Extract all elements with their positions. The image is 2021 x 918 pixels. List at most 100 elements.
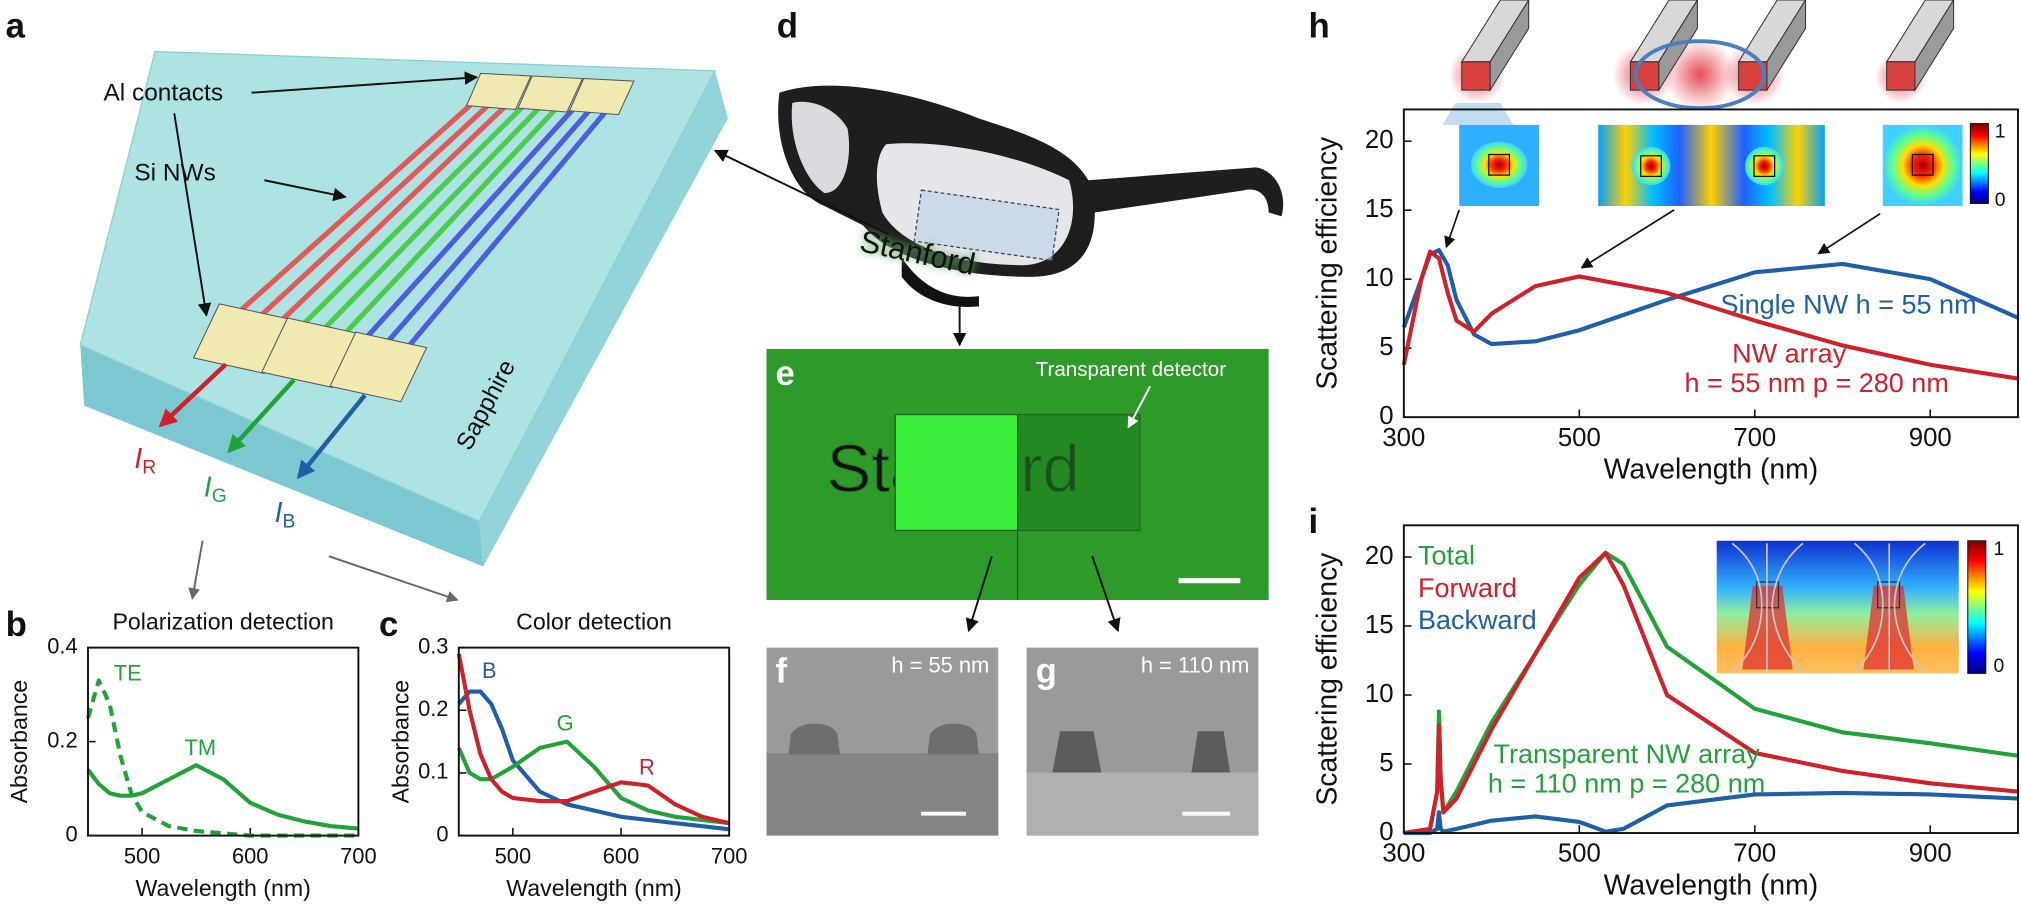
current-label: IG [204, 472, 227, 507]
nanowire [400, 103, 613, 356]
series-label: G [557, 711, 574, 736]
y-tick-label: 0.3 [418, 633, 448, 658]
field-map [1470, 141, 1528, 188]
panel-label: e [776, 355, 795, 393]
panel-label: a [6, 8, 26, 46]
pointer [173, 113, 212, 317]
subscript: R [142, 458, 156, 479]
sem-f-substrate [766, 753, 999, 836]
series-label: B [482, 658, 497, 683]
current-arrow [227, 378, 296, 454]
nanowire [378, 101, 598, 352]
series-line [86, 678, 359, 838]
pointer [188, 540, 204, 600]
contact-pad [465, 72, 532, 110]
annotation: h = 110 nm [1141, 653, 1249, 678]
x-tick-label: 500 [495, 843, 532, 868]
series-label: Total [1418, 541, 1475, 571]
y-tick-label: 20 [1365, 542, 1394, 570]
plot-frame [457, 646, 731, 837]
current-arrow [158, 362, 228, 428]
y-tick-label: 20 [1365, 126, 1394, 154]
bright-area [894, 413, 1019, 532]
nanowire [294, 94, 536, 334]
series-label: Backward [1418, 605, 1537, 635]
rod-end [1886, 61, 1916, 91]
series-line [1401, 249, 2019, 381]
symbol: I [134, 443, 142, 475]
nanowires [230, 88, 613, 356]
contact-pad [192, 303, 291, 374]
substrate-side [479, 70, 728, 567]
contact-pad [517, 75, 584, 113]
frame [901, 257, 979, 307]
series-label: TE [114, 660, 142, 685]
annotation: Transparent detector [1036, 358, 1227, 381]
subscript: B [283, 512, 296, 533]
pointer [1444, 209, 1460, 249]
symbol: I [204, 472, 212, 504]
beam [1442, 103, 1514, 125]
chart-title: Color detection [516, 608, 672, 634]
colorbar-label: 0 [1995, 190, 2006, 211]
colorbar [1967, 540, 1987, 674]
x-tick-label: 300 [1382, 840, 1425, 868]
subscript: G [212, 486, 227, 507]
x-tick-label: 500 [1558, 424, 1601, 452]
panel-label: b [6, 606, 27, 644]
y-tick-label: 10 [1365, 264, 1394, 292]
x-tick-label: 700 [711, 843, 748, 868]
y-tick-label: 0 [66, 821, 78, 846]
substrate-front [80, 345, 484, 567]
y-tick-label: 5 [1379, 749, 1393, 777]
y-tick-label: 0.2 [418, 696, 448, 721]
pointer [251, 71, 479, 94]
label: Si NWs [134, 159, 216, 186]
x-axis-label: Wavelength (nm) [135, 875, 310, 901]
glow [1663, 38, 1737, 111]
series-label: Forward [1418, 573, 1517, 603]
y-axis-label: Absorbance [387, 680, 413, 804]
plot-frame [1402, 108, 2019, 419]
y-tick-label: 0.4 [47, 633, 77, 658]
pointer [264, 179, 347, 202]
pointer [713, 149, 890, 236]
nanowire [251, 90, 505, 325]
label: Al contacts [103, 79, 223, 106]
pointer [1091, 555, 1121, 633]
coupling-arrow [1633, 39, 1767, 111]
pointer [1817, 213, 1881, 255]
colorbar [1969, 123, 1989, 204]
contact-pad [261, 317, 360, 389]
panel-label: i [1309, 503, 1319, 541]
field-map [1745, 146, 1784, 186]
y-tick-label: 0 [436, 821, 448, 846]
current-arrow [296, 393, 367, 480]
pointer [965, 555, 993, 633]
panel-label: c [379, 606, 398, 644]
series-line [456, 739, 730, 826]
panel-label: g [1036, 653, 1057, 691]
nanowire [272, 92, 520, 329]
y-axis-label: Scattering efficiency [1312, 136, 1344, 390]
series-line [1403, 790, 2019, 836]
nanowire-section [1052, 731, 1102, 773]
mode-insets [1442, 0, 1989, 269]
annotation: h = 110 nm p = 280 nm [1488, 769, 1765, 799]
wire-outline [1488, 153, 1511, 176]
contact-pad [568, 78, 635, 116]
nanowire-section [788, 723, 840, 755]
pointer [1580, 209, 1675, 269]
sem-g-substrate [1026, 772, 1259, 836]
panel-label: f [776, 653, 788, 691]
colorbar-label: 1 [1995, 122, 2006, 143]
series-label: NW array [1732, 338, 1847, 368]
wire-outline [1753, 155, 1776, 178]
x-tick-label: 900 [1909, 840, 1952, 868]
current-label: IB [275, 497, 296, 532]
x-tick-label: 500 [124, 843, 161, 868]
detector [1016, 413, 1141, 532]
current-label: IR [134, 443, 156, 478]
x-axis-label: Wavelength (nm) [1604, 870, 1819, 902]
